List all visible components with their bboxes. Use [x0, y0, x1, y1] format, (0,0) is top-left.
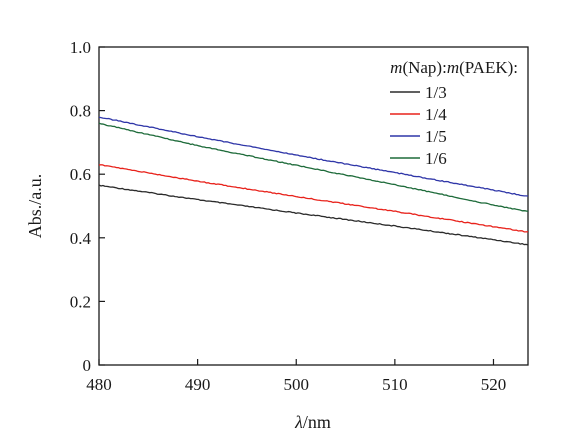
- x-tick-label: 480: [86, 375, 112, 394]
- series-line-4: [98, 122, 529, 213]
- series-line-3: [98, 116, 529, 197]
- x-tick-label: 500: [283, 375, 309, 394]
- plot-frame: [98, 46, 529, 366]
- legend-label: 1/5: [425, 127, 447, 146]
- series-line-2: [98, 164, 529, 233]
- x-tick-label: 520: [481, 375, 507, 394]
- legend-title-part: (Nap):: [402, 58, 446, 77]
- y-tick-label: 0: [83, 356, 92, 375]
- legend-title: m(Nap):m(PAEK):: [390, 58, 518, 77]
- y-tick-label: 0.2: [70, 292, 91, 311]
- legend: m(Nap):m(PAEK):1/31/41/51/6: [390, 58, 518, 168]
- series-line-1: [98, 184, 529, 246]
- x-axis-title: λ/nm: [294, 412, 331, 432]
- legend-title-part: (PAEK):: [459, 58, 518, 77]
- legend-label: 1/3: [425, 83, 447, 102]
- y-tick-label: 0.8: [70, 102, 91, 121]
- y-tick-label: 1.0: [70, 38, 91, 57]
- series-layer: [98, 116, 529, 246]
- legend-label: 1/4: [425, 105, 447, 124]
- y-tick-label: 0.6: [70, 165, 91, 184]
- x-tick-label: 510: [382, 375, 408, 394]
- y-axis-title: Abs./a.u.: [25, 174, 45, 239]
- legend-title-part: m: [447, 58, 459, 77]
- ticks-layer: 480 490 500 510 520 0 0.2 0.4 0.6 0.8 1.0: [70, 38, 506, 394]
- x-axis-title-symbol: λ: [294, 412, 303, 432]
- legend-title-part: m: [390, 58, 402, 77]
- x-tick-label: 490: [185, 375, 211, 394]
- x-axis-title-unit: /nm: [303, 412, 331, 432]
- legend-label: 1/6: [425, 149, 447, 168]
- y-tick-label: 0.4: [70, 229, 92, 248]
